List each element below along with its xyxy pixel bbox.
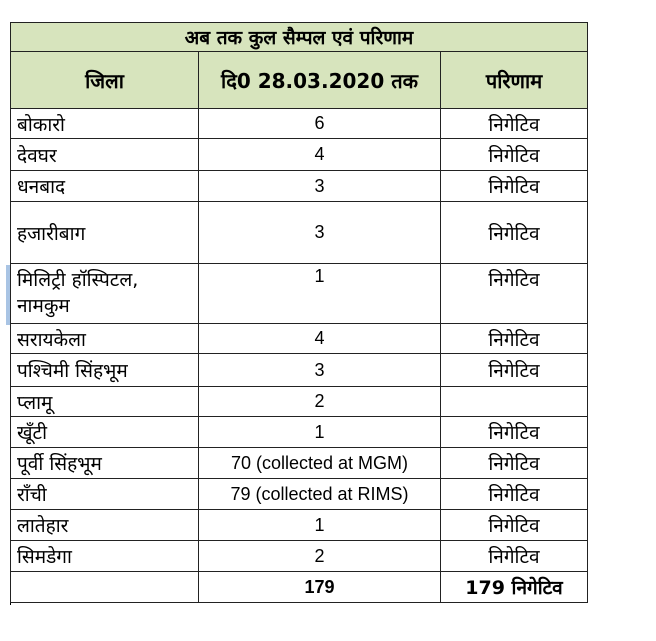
title-row: अब तक कुल सैम्पल एवं परिणाम — [10, 22, 588, 52]
table-row: खूँटी 1 निगेटिव — [10, 416, 588, 448]
sample-count: 3 — [198, 201, 441, 264]
sample-count: 4 — [198, 323, 441, 354]
district: राँची — [10, 478, 199, 510]
result: निगेटिव — [440, 416, 588, 448]
district: पश्चिमी सिंहभूम — [10, 353, 199, 387]
table-title: अब तक कुल सैम्पल एवं परिणाम — [10, 22, 588, 52]
table-row: हजारीबाग 3 निगेटिव — [10, 201, 588, 264]
sample-count: 3 — [198, 353, 441, 387]
district: बोकारो — [10, 108, 199, 139]
sample-count: 1 — [198, 263, 441, 324]
table-row: प्लामू 2 — [10, 386, 588, 417]
result: निगेटिव — [440, 323, 588, 354]
result: निगेटिव — [440, 478, 588, 510]
district: हजारीबाग — [10, 201, 199, 264]
district: लातेहार — [10, 509, 199, 541]
district: पूर्वी सिंहभूम — [10, 447, 199, 479]
result: निगेटिव — [440, 201, 588, 264]
column-header: परिणाम — [440, 51, 588, 109]
column-header: जिला — [10, 51, 199, 109]
table-row: धनबाद 3 निगेटिव — [10, 170, 588, 202]
district: सिमडेगा — [10, 540, 199, 572]
header-row: जिला दि0 28.03.2020 तक परिणाम — [10, 51, 588, 109]
district: मिलिट्री हॉस्पिटल, नामकुम — [10, 263, 199, 324]
table-row: बोकारो 6 निगेटिव — [10, 108, 588, 139]
sample-count: 6 — [198, 108, 441, 139]
result: 179 निगेटिव — [440, 571, 588, 603]
sample-count: 3 — [198, 170, 441, 202]
table-row: पश्चिमी सिंहभूम 3 निगेटिव — [10, 353, 588, 387]
district: देवघर — [10, 138, 199, 171]
results-table: अब तक कुल सैम्पल एवं परिणाम जिला दि0 28.… — [10, 22, 588, 603]
sample-count: 2 — [198, 386, 441, 417]
district: धनबाद — [10, 170, 199, 202]
cell-highlight — [6, 265, 10, 325]
table-row: राँची 79 (collected at RIMS) निगेटिव — [10, 478, 588, 510]
result — [440, 386, 588, 417]
sample-count: 2 — [198, 540, 441, 572]
sample-count: 179 — [198, 571, 441, 603]
result: निगेटिव — [440, 353, 588, 387]
sample-count: 1 — [198, 416, 441, 448]
sample-count: 1 — [198, 509, 441, 541]
district — [10, 571, 199, 603]
table-row: लातेहार 1 निगेटिव — [10, 509, 588, 541]
district: सरायकेला — [10, 323, 199, 354]
result: निगेटिव — [440, 138, 588, 171]
sample-count: 79 (collected at RIMS) — [198, 478, 441, 510]
result: निगेटिव — [440, 108, 588, 139]
table-row: सिमडेगा 2 निगेटिव — [10, 540, 588, 572]
result: निगेटिव — [440, 263, 588, 324]
sample-count: 4 — [198, 138, 441, 171]
result: निगेटिव — [440, 509, 588, 541]
column-header: दि0 28.03.2020 तक — [198, 51, 441, 109]
table-row: सरायकेला 4 निगेटिव — [10, 323, 588, 354]
table-row: देवघर 4 निगेटिव — [10, 138, 588, 171]
district: प्लामू — [10, 386, 199, 417]
result: निगेटिव — [440, 447, 588, 479]
total-row: 179 179 निगेटिव — [10, 571, 588, 603]
result: निगेटिव — [440, 540, 588, 572]
district: खूँटी — [10, 416, 199, 448]
result: निगेटिव — [440, 170, 588, 202]
table-row: मिलिट्री हॉस्पिटल, नामकुम 1 निगेटिव — [10, 263, 588, 324]
sample-count: 70 (collected at MGM) — [198, 447, 441, 479]
table-row: पूर्वी सिंहभूम 70 (collected at MGM) निगेट… — [10, 447, 588, 479]
